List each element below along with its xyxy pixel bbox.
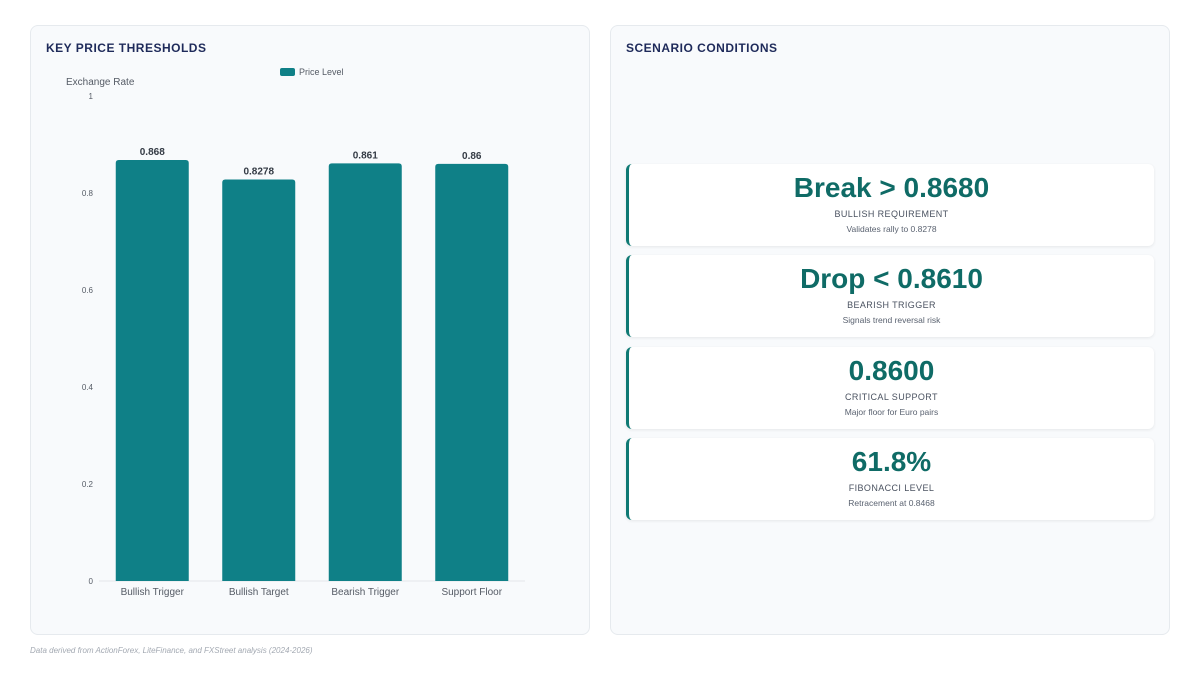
bar-chart: Exchange Rate Price Level 0 0.2 0.4 0.6 0.8 1 0.…	[66, 67, 525, 598]
scenario-label: CRITICAL SUPPORT	[845, 392, 938, 402]
y-tick-label: 0.2	[82, 480, 94, 489]
chart-panel: KEY PRICE THRESHOLDS Exchange Rate Price …	[30, 25, 590, 635]
y-tick-label: 0.6	[82, 286, 94, 295]
x-tick-label: Support Floor	[441, 587, 502, 598]
scenario-card-bearish: Drop < 0.8610 BEARISH TRIGGER Signals tr…	[626, 255, 1154, 337]
chart-panel-title: KEY PRICE THRESHOLDS	[46, 41, 207, 55]
scenario-panel-title: SCENARIO CONDITIONS	[626, 41, 778, 55]
scenario-value: 0.8600	[848, 355, 935, 386]
scenario-card-fibonacci: 61.8% FIBONACCI LEVEL Retracement at 0.8…	[626, 438, 1154, 520]
scenario-card-support: 0.8600 CRITICAL SUPPORT Major floor for …	[626, 347, 1154, 429]
scenario-value: Drop < 0.8610	[800, 263, 983, 294]
y-tick-label: 0.8	[82, 189, 94, 198]
scenario-label: BULLISH REQUIREMENT	[834, 209, 949, 219]
bar-value-label: 0.861	[353, 150, 378, 161]
x-tick-label: Bullish Trigger	[121, 587, 185, 598]
scenario-value: Break > 0.8680	[793, 172, 990, 203]
y-tick-label: 1	[89, 92, 94, 101]
scenario-description: Signals trend reversal risk	[842, 315, 941, 325]
scenario-description: Validates rally to 0.8278	[846, 224, 937, 234]
scenario-panel: SCENARIO CONDITIONS Break > 0.8680 BULLI…	[610, 25, 1170, 635]
footnote: Data derived from ActionForex, LiteFinan…	[30, 646, 313, 655]
legend-label: Price Level	[299, 67, 344, 77]
scenario-label: BEARISH TRIGGER	[847, 300, 936, 310]
y-tick-label: 0	[89, 577, 94, 586]
x-tick-label: Bullish Target	[229, 587, 289, 598]
scenario-label: FIBONACCI LEVEL	[848, 483, 935, 493]
bar	[222, 179, 296, 581]
scenario-card-bullish: Break > 0.8680 BULLISH REQUIREMENT Valid…	[626, 164, 1154, 246]
scenario-description: Retracement at 0.8468	[848, 498, 935, 508]
scenario-value: 61.8%	[851, 446, 932, 477]
y-axis-label: Exchange Rate	[66, 77, 135, 88]
bar	[328, 163, 402, 582]
legend-swatch	[280, 68, 295, 76]
bar	[115, 160, 189, 581]
x-tick-label: Bearish Trigger	[331, 587, 399, 598]
bar-value-label: 0.86	[462, 151, 482, 162]
y-tick-label: 0.4	[82, 383, 94, 392]
bar-value-label: 0.868	[140, 147, 165, 158]
scenario-description: Major floor for Euro pairs	[844, 407, 939, 417]
bar	[435, 163, 509, 581]
bar-value-label: 0.8278	[243, 167, 274, 178]
